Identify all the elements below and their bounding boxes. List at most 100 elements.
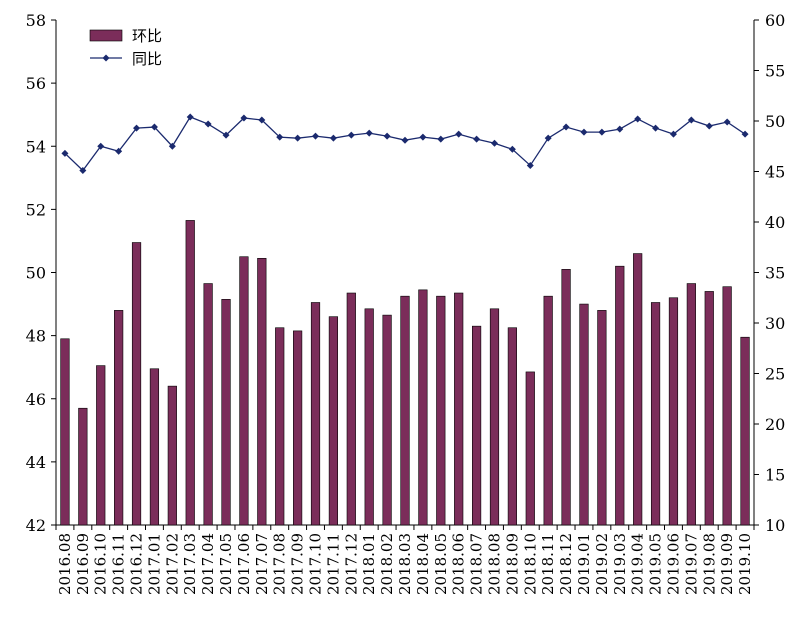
bar xyxy=(507,327,517,526)
x-tick-label: 2017.12 xyxy=(342,533,360,595)
legend: 环比 同比 xyxy=(89,27,162,68)
line-point xyxy=(115,147,123,155)
line-point xyxy=(687,116,695,124)
bar xyxy=(704,291,714,526)
x-tick-label: 2019.06 xyxy=(664,533,682,595)
left-axis-ticks: 42 44 46 48 50 52 54 56 58 xyxy=(26,11,56,535)
x-tick-label: 2019.09 xyxy=(718,533,736,595)
legend-swatch-huanbi xyxy=(89,29,123,42)
right-tick-label: 15 xyxy=(765,466,785,485)
bar xyxy=(597,310,607,526)
line-point xyxy=(347,131,355,139)
x-tick-label: 2018.04 xyxy=(414,533,432,595)
left-tick-label: 46 xyxy=(26,390,46,409)
x-tick-label: 2019.04 xyxy=(629,533,647,595)
left-tick-label: 58 xyxy=(26,11,46,30)
bar xyxy=(400,295,410,526)
bar xyxy=(149,368,160,526)
right-tick-label: 50 xyxy=(765,112,785,131)
bar xyxy=(78,407,88,526)
bar xyxy=(114,310,124,526)
line-point xyxy=(79,166,87,174)
bar xyxy=(346,292,356,526)
x-tick-label: 2018.09 xyxy=(503,533,521,595)
x-tick-label: 2018.11 xyxy=(539,533,557,595)
x-tick-label: 2019.03 xyxy=(611,533,629,595)
bar xyxy=(239,256,249,526)
x-tick-label: 2018.12 xyxy=(557,533,575,595)
x-tick-label: 2018.03 xyxy=(396,533,414,595)
x-tick-label: 2018.02 xyxy=(378,533,396,595)
bar xyxy=(615,265,625,526)
x-tick-label: 2017.09 xyxy=(289,533,307,595)
line-point xyxy=(473,135,481,143)
x-tick-label: 2018.07 xyxy=(468,533,486,595)
bar xyxy=(561,269,571,526)
right-tick-label: 25 xyxy=(765,365,785,384)
bar xyxy=(471,325,482,526)
x-tick-label: 2018.08 xyxy=(485,533,503,595)
x-tick-label: 2018.05 xyxy=(432,533,450,595)
x-tick-label: 2017.10 xyxy=(307,533,325,595)
line-point xyxy=(222,131,230,139)
bar xyxy=(543,295,553,526)
line-point xyxy=(705,122,713,130)
x-tick-label: 2018.10 xyxy=(521,533,539,595)
x-tick-label: 2016.12 xyxy=(128,533,146,595)
line-point xyxy=(723,118,731,126)
line-point xyxy=(437,135,445,143)
x-tick-label: 2016.10 xyxy=(92,533,110,595)
x-tick-label: 2016.09 xyxy=(74,533,92,595)
bar xyxy=(167,385,177,526)
line-point xyxy=(401,136,409,144)
x-tick-label: 2017.01 xyxy=(145,533,163,595)
x-tick-label: 2019.05 xyxy=(647,533,665,595)
bar xyxy=(60,338,70,526)
right-tick-label: 60 xyxy=(765,11,785,30)
right-axis-ticks: 10 15 20 25 30 35 40 45 50 55 60 xyxy=(754,11,785,535)
left-tick-label: 50 xyxy=(26,264,46,283)
bar xyxy=(328,316,339,526)
right-tick-label: 45 xyxy=(765,163,785,182)
line-point xyxy=(741,130,749,138)
legend-marker-tongbi xyxy=(102,54,110,62)
line-point xyxy=(240,114,248,122)
line-point xyxy=(508,145,516,153)
x-tick-label: 2019.10 xyxy=(736,533,754,595)
line-series-tongbi xyxy=(61,113,749,174)
line-point xyxy=(652,124,660,132)
line-point xyxy=(490,139,498,147)
line-point xyxy=(365,129,373,137)
legend-label-tongbi: 同比 xyxy=(132,50,162,68)
bar xyxy=(740,336,750,526)
x-tick-label: 2017.05 xyxy=(217,533,235,595)
bar xyxy=(579,303,589,526)
line-point xyxy=(329,134,337,142)
right-tick-label: 35 xyxy=(765,264,785,283)
x-tick-label: 2017.06 xyxy=(235,533,253,595)
x-tick-label: 2017.04 xyxy=(199,533,217,595)
bar xyxy=(668,297,679,526)
x-tick-label: 2017.02 xyxy=(163,533,181,595)
right-tick-label: 30 xyxy=(765,314,785,333)
bar-series-huanbi xyxy=(60,220,750,526)
left-tick-label: 44 xyxy=(26,453,46,472)
x-tick-label: 2019.02 xyxy=(593,533,611,595)
line-point xyxy=(455,130,463,138)
left-tick-label: 52 xyxy=(26,200,46,219)
line-point xyxy=(419,133,427,141)
line-point xyxy=(598,128,606,136)
line-point xyxy=(312,132,320,140)
bar xyxy=(489,308,500,526)
x-axis-labels: 2016.08 2016.09 2016.10 2016.11 2016.12 2017.… xyxy=(55,525,755,595)
bar xyxy=(221,299,231,526)
x-tick-label: 2017.03 xyxy=(181,533,199,595)
bar xyxy=(96,365,106,526)
line-point xyxy=(204,120,212,128)
bar xyxy=(131,242,142,526)
bar xyxy=(454,292,464,526)
bar xyxy=(650,302,661,526)
line-point xyxy=(258,116,266,124)
bar xyxy=(722,286,732,526)
